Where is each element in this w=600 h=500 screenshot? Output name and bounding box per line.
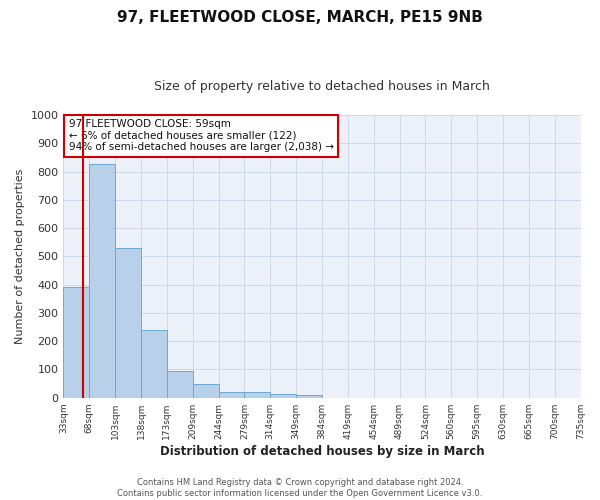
Bar <box>193 384 218 398</box>
Bar <box>296 396 322 398</box>
Bar <box>141 330 167 398</box>
Bar <box>244 392 270 398</box>
Bar <box>64 288 89 398</box>
Text: Contains HM Land Registry data © Crown copyright and database right 2024.
Contai: Contains HM Land Registry data © Crown c… <box>118 478 482 498</box>
Bar <box>167 370 193 398</box>
Title: Size of property relative to detached houses in March: Size of property relative to detached ho… <box>154 80 490 93</box>
X-axis label: Distribution of detached houses by size in March: Distribution of detached houses by size … <box>160 444 484 458</box>
Bar <box>270 394 296 398</box>
Text: 97 FLEETWOOD CLOSE: 59sqm
← 6% of detached houses are smaller (122)
94% of semi-: 97 FLEETWOOD CLOSE: 59sqm ← 6% of detach… <box>68 119 334 152</box>
Y-axis label: Number of detached properties: Number of detached properties <box>15 168 25 344</box>
Bar <box>115 248 141 398</box>
Text: 97, FLEETWOOD CLOSE, MARCH, PE15 9NB: 97, FLEETWOOD CLOSE, MARCH, PE15 9NB <box>117 10 483 25</box>
Bar <box>218 392 244 398</box>
Bar <box>89 164 115 398</box>
